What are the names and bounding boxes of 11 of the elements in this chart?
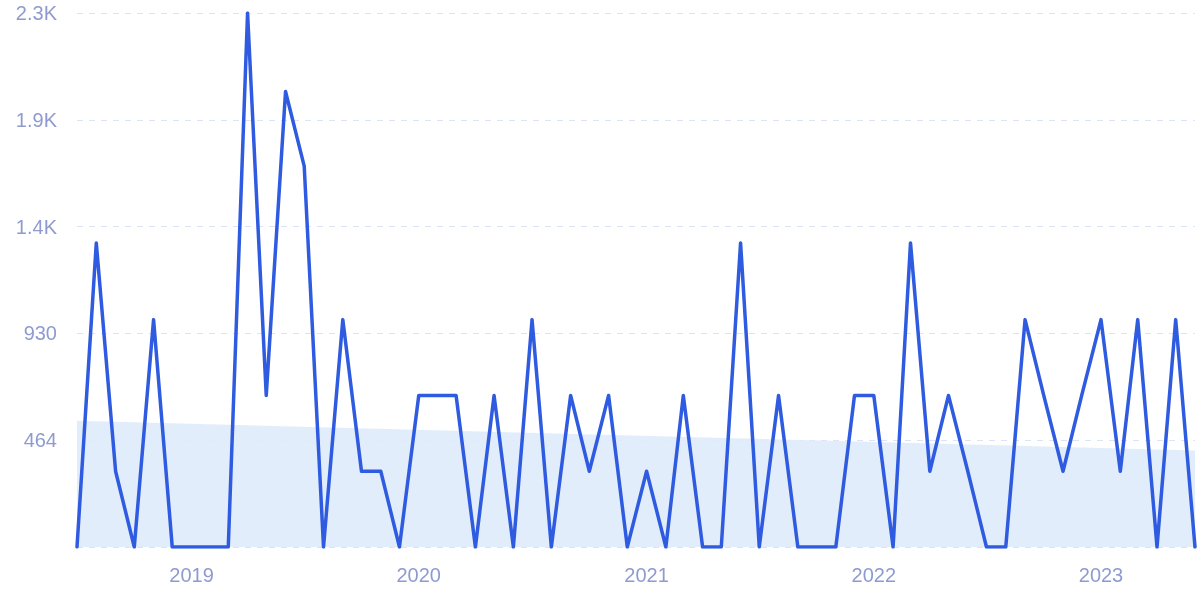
line-series bbox=[75, 11, 1197, 549]
x-tick-label: 2020 bbox=[396, 564, 441, 586]
x-tick-label: 2022 bbox=[851, 564, 897, 586]
y-tick-label: 2.3K bbox=[15, 2, 58, 24]
y-tick-label: 464 bbox=[23, 429, 57, 452]
y-tick-label: 1.4K bbox=[15, 215, 58, 238]
x-tick-label: 2023 bbox=[1078, 564, 1124, 586]
x-tick-label: 2021 bbox=[624, 564, 669, 586]
y-tick-label: 930 bbox=[23, 322, 57, 345]
y-tick-label: 1.9K bbox=[15, 108, 58, 131]
x-tick-label: 2019 bbox=[169, 564, 214, 586]
